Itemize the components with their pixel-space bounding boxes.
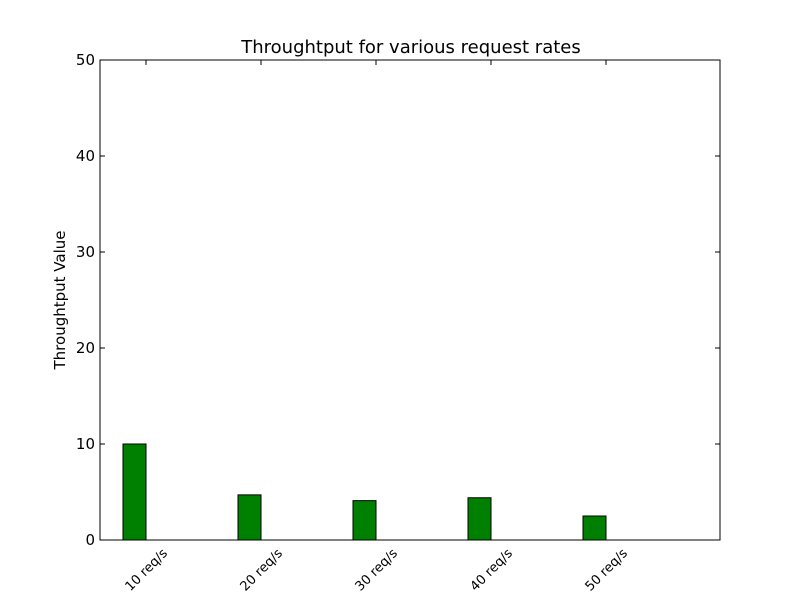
bar-1	[122, 443, 147, 541]
y-tick-label: 20	[76, 339, 95, 357]
plot-frame	[99, 59, 721, 541]
bar-4	[467, 497, 492, 541]
bar-5	[582, 515, 607, 541]
y-tick-label: 0	[85, 531, 95, 549]
bar-3	[352, 500, 377, 541]
chart-title: Throughtput for various request rates	[240, 37, 581, 58]
x-tick-labels: 10 req/s 20 req/s 30 req/s 40 req/s 50 req/s	[123, 546, 631, 594]
x-tick-label: 40 req/s	[468, 546, 516, 594]
bars-group	[122, 443, 607, 541]
x-tick-label: 50 req/s	[583, 546, 631, 594]
y-tick-labels: 0 10 20 30 40 50	[76, 51, 95, 549]
x-tick-label: 20 req/s	[238, 546, 286, 594]
y-axis-label: Throughtput Value	[51, 231, 69, 371]
x-tick-label: 10 req/s	[123, 546, 171, 594]
y-tick-label: 50	[76, 51, 95, 69]
ticks-group	[100, 59, 720, 541]
y-tick-label: 10	[76, 435, 95, 453]
y-tick-label: 40	[76, 147, 95, 165]
y-tick-label: 30	[76, 243, 95, 261]
x-tick-label: 30 req/s	[353, 546, 401, 594]
bar-2	[237, 494, 262, 541]
